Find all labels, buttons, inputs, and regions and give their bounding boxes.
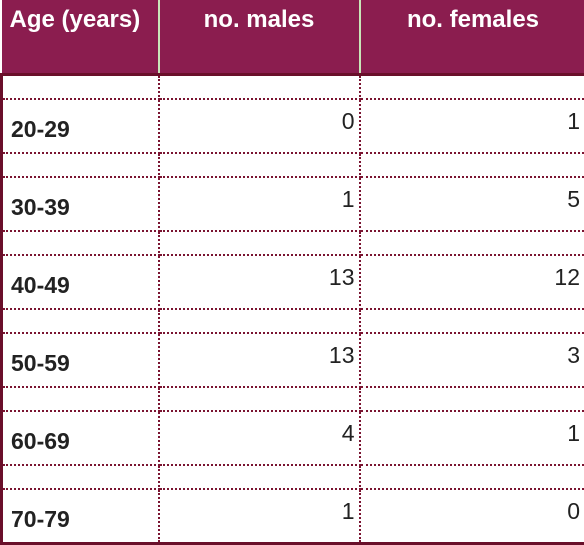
spacer-cell — [360, 153, 584, 177]
males-cell: 1 — [159, 489, 360, 544]
header-males-label: no. males — [160, 0, 359, 34]
spacer-row — [2, 465, 584, 489]
header-age: Age (years) — [2, 0, 159, 75]
header-females-label: no. females — [361, 0, 584, 34]
spacer-row — [2, 75, 584, 100]
spacer-cell — [159, 231, 360, 255]
spacer-cell — [2, 387, 159, 411]
spacer-cell — [360, 231, 584, 255]
spacer-row — [2, 387, 584, 411]
females-cell: 0 — [360, 489, 584, 544]
age-cell: 30-39 — [2, 177, 159, 231]
spacer-cell — [159, 75, 360, 100]
table-row: 40-49 13 12 — [2, 255, 584, 309]
age-cell: 20-29 — [2, 99, 159, 153]
spacer-cell — [159, 309, 360, 333]
table-row: 60-69 4 1 — [2, 411, 584, 465]
spacer-cell — [2, 153, 159, 177]
header-row: Age (years) no. males no. females — [2, 0, 584, 75]
table-row: 70-79 1 0 — [2, 489, 584, 544]
males-cell: 0 — [159, 99, 360, 153]
females-cell: 12 — [360, 255, 584, 309]
header-females: no. females — [360, 0, 584, 75]
spacer-cell — [2, 75, 159, 100]
males-cell: 13 — [159, 255, 360, 309]
age-cell: 60-69 — [2, 411, 159, 465]
females-cell: 1 — [360, 99, 584, 153]
spacer-cell — [360, 465, 584, 489]
spacer-row — [2, 309, 584, 333]
spacer-row — [2, 231, 584, 255]
table-row: 30-39 1 5 — [2, 177, 584, 231]
spacer-cell — [159, 153, 360, 177]
spacer-cell — [360, 309, 584, 333]
spacer-row — [2, 153, 584, 177]
spacer-cell — [2, 465, 159, 489]
males-cell: 13 — [159, 333, 360, 387]
table-row: 50-59 13 3 — [2, 333, 584, 387]
females-cell: 5 — [360, 177, 584, 231]
females-cell: 3 — [360, 333, 584, 387]
females-cell: 1 — [360, 411, 584, 465]
spacer-cell — [159, 465, 360, 489]
males-cell: 4 — [159, 411, 360, 465]
age-cell: 70-79 — [2, 489, 159, 544]
spacer-cell — [360, 75, 584, 100]
header-males: no. males — [159, 0, 360, 75]
age-cell: 50-59 — [2, 333, 159, 387]
age-sex-table-container: Age (years) no. males no. females 20-29 … — [0, 0, 584, 467]
spacer-cell — [159, 387, 360, 411]
header-age-label: Age (years) — [2, 0, 158, 34]
age-cell: 40-49 — [2, 255, 159, 309]
spacer-cell — [2, 309, 159, 333]
spacer-cell — [360, 387, 584, 411]
table-row: 20-29 0 1 — [2, 99, 584, 153]
males-cell: 1 — [159, 177, 360, 231]
spacer-cell — [2, 231, 159, 255]
